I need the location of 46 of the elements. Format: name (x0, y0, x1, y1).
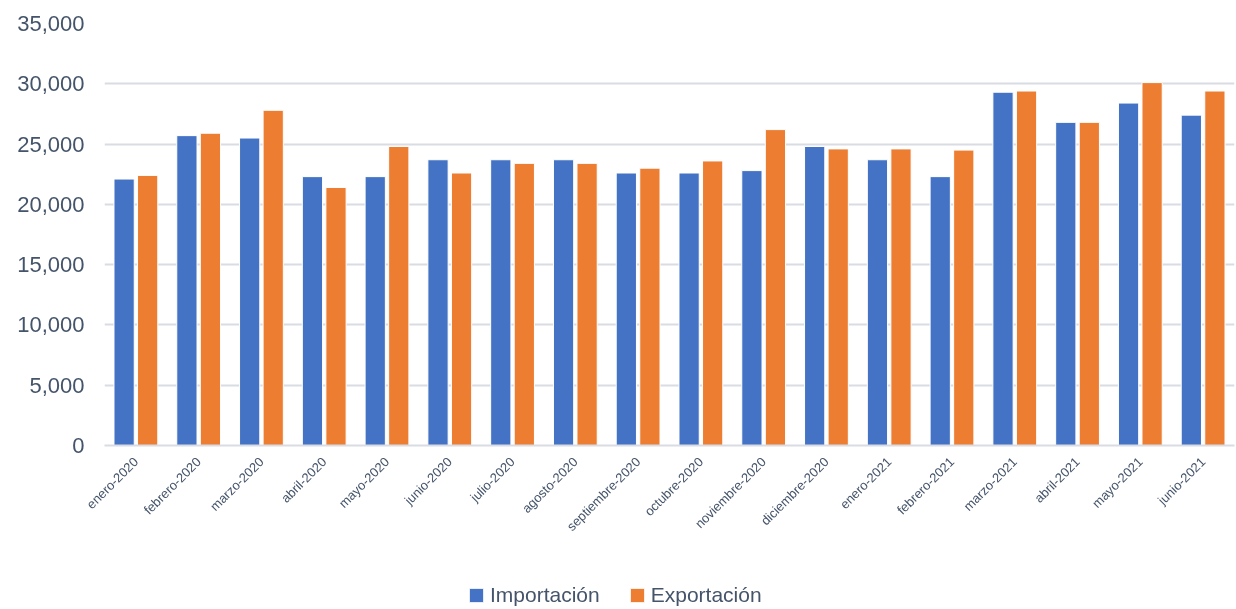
bar (450, 172, 473, 446)
bar (513, 162, 535, 446)
bar (615, 172, 637, 446)
y-tick-label: 0 (72, 433, 85, 458)
bar (325, 186, 347, 446)
bar (176, 135, 198, 446)
bar (262, 109, 284, 446)
bar (953, 149, 975, 446)
bar (678, 172, 700, 446)
bar (490, 159, 512, 446)
bar (1141, 82, 1163, 446)
y-tick-label: 10,000 (17, 312, 85, 338)
bar (552, 159, 575, 446)
bar (388, 145, 410, 446)
bar (1015, 90, 1038, 446)
legend-label: Exportación (650, 583, 762, 607)
bar (1204, 90, 1226, 446)
y-tick-label: 15,000 (17, 252, 85, 278)
legend-label: Importación (490, 583, 600, 607)
bar (137, 174, 159, 446)
y-tick-label: 35,000 (17, 11, 85, 36)
bar (199, 132, 222, 446)
bar (764, 129, 787, 446)
bar (1055, 121, 1077, 446)
y-tick-label: 25,000 (17, 131, 85, 157)
bar (1180, 114, 1202, 446)
bar (929, 176, 951, 446)
bar (576, 162, 598, 446)
bar (992, 91, 1014, 446)
bar (239, 137, 261, 446)
bar (1078, 121, 1100, 446)
bar (113, 178, 135, 446)
bar (702, 160, 724, 446)
bar (866, 159, 889, 446)
bar (827, 148, 849, 446)
bar (741, 170, 763, 446)
bar (890, 148, 912, 446)
bar (364, 176, 386, 446)
y-tick-label: 30,000 (17, 71, 85, 97)
bar (804, 145, 826, 446)
bar (301, 176, 324, 446)
bar (639, 167, 661, 446)
bar (1117, 102, 1140, 446)
y-tick-label: 20,000 (17, 191, 85, 217)
bar (427, 159, 449, 446)
y-tick-label: 5,000 (29, 372, 85, 398)
